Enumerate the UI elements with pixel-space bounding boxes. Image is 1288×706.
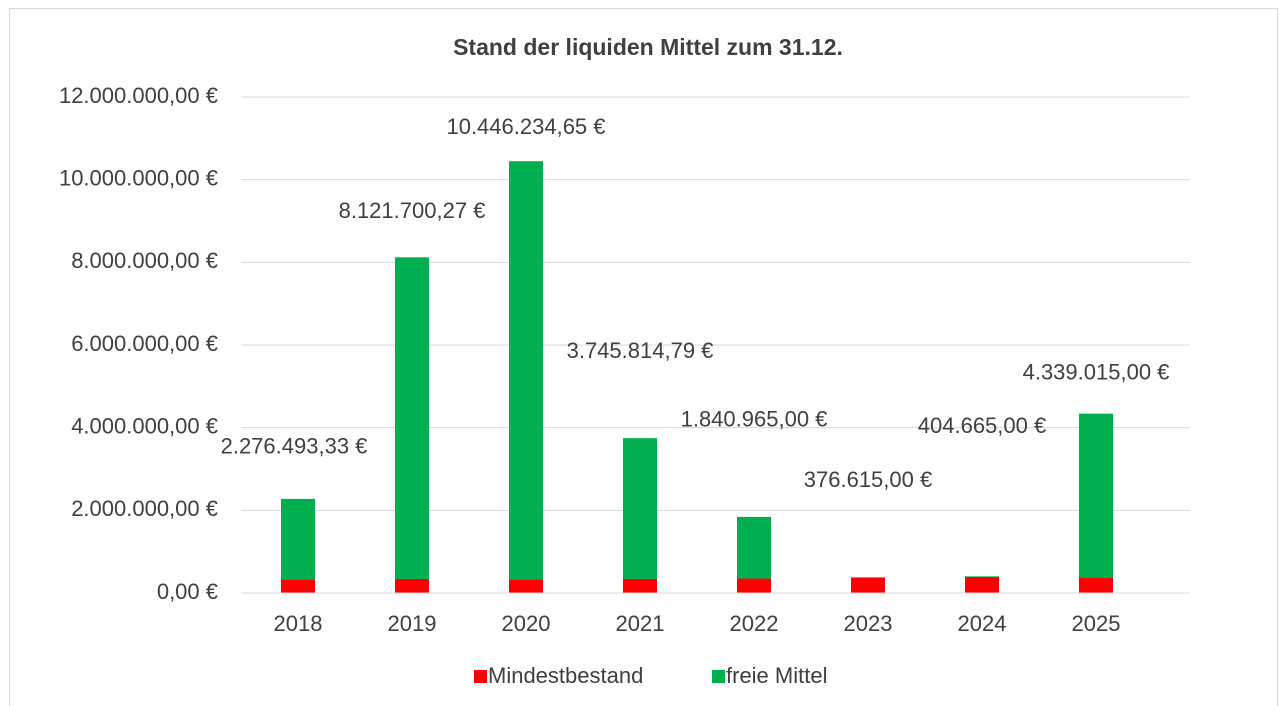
x-tick-label: 2019: [388, 611, 437, 636]
x-tick-label: 2024: [958, 611, 1007, 636]
y-tick-label: 4.000.000,00 €: [71, 413, 218, 438]
legend-swatch: [712, 670, 725, 683]
x-tick-label: 2023: [844, 611, 893, 636]
bar-segment: [965, 576, 999, 577]
chart-title: Stand der liquiden Mittel zum 31.12.: [453, 34, 843, 60]
bar-segment: [623, 578, 657, 593]
data-label: 2.276.493,33 €: [221, 434, 368, 459]
y-tick-label: 0,00 €: [157, 579, 218, 604]
x-tick-label: 2021: [616, 611, 665, 636]
y-tick-label: 2.000.000,00 €: [71, 496, 218, 521]
y-tick-label: 6.000.000,00 €: [71, 331, 218, 356]
data-label: 10.446.234,65 €: [446, 114, 605, 139]
bar-segment: [395, 578, 429, 593]
data-label: 8.121.700,27 €: [339, 198, 486, 223]
x-tick-label: 2018: [274, 611, 323, 636]
data-label: 1.840.965,00 €: [681, 407, 828, 432]
y-tick-label: 12.000.000,00 €: [59, 83, 218, 108]
bar-segment: [737, 578, 771, 593]
bar-segment: [851, 577, 885, 593]
y-tick-label: 8.000.000,00 €: [71, 248, 218, 273]
bar-segment: [509, 579, 543, 593]
bar-segment: [737, 516, 771, 579]
bar-segment: [395, 257, 429, 579]
x-tick-label: 2020: [502, 611, 551, 636]
bar-segment: [1079, 577, 1113, 593]
x-tick-label: 2022: [730, 611, 779, 636]
bar-segment: [281, 498, 315, 580]
x-tick-label: 2025: [1072, 611, 1121, 636]
legend-swatch: [474, 670, 487, 683]
data-label: 376.615,00 €: [804, 467, 932, 492]
legend-label: freie Mittel: [726, 663, 827, 688]
bar-segment: [1079, 413, 1113, 578]
y-tick-label: 10.000.000,00 €: [59, 165, 218, 190]
data-label: 4.339.015,00 €: [1023, 359, 1170, 384]
legend-label: Mindestbestand: [488, 663, 643, 688]
data-label: 404.665,00 €: [918, 413, 1046, 438]
bar-segment: [281, 579, 315, 593]
bar-segment: [965, 576, 999, 593]
data-label: 3.745.814,79 €: [567, 338, 714, 363]
bar-segment: [509, 161, 543, 580]
bar-segment: [623, 438, 657, 579]
